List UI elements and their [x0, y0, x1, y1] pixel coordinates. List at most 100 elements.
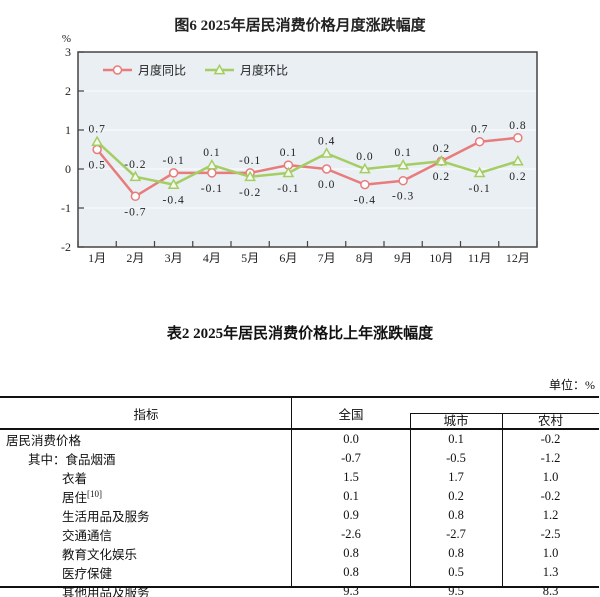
x-axis-month-label: 1月 — [88, 251, 106, 265]
row-value-rural: 1.3 — [542, 565, 559, 579]
table-vertical-divider-national — [410, 413, 411, 586]
table-row: 其他用品及服务 9.3 9.5 8.3 — [0, 582, 599, 597]
plot-area-background — [78, 52, 537, 247]
data-label-above: -0.1 — [163, 155, 185, 167]
x-axis-month-label: 2月 — [126, 251, 144, 265]
row-indicator: 居民消费价格 — [6, 434, 82, 448]
data-point-marker-yoy — [360, 179, 370, 190]
table-row: 生活用品及服务 0.9 0.8 1.2 — [0, 506, 599, 525]
row-value-national: 0.0 — [343, 432, 359, 446]
row-value-national: -0.7 — [341, 451, 361, 465]
legend-marker-triangle — [213, 63, 226, 75]
row-indicator: 教育文化娱乐 — [62, 548, 138, 562]
legend-label-yoy: 月度同比 — [138, 63, 186, 78]
row-value-urban: 0.8 — [448, 546, 464, 560]
data-label-above: 0.1 — [203, 147, 220, 159]
row-indicator: 交通通信 — [62, 529, 113, 543]
row-value-national: 0.8 — [343, 565, 359, 579]
data-point-marker-mom — [282, 166, 295, 178]
chart-title: 图6 2025年居民消费价格月度涨跌幅度 — [174, 16, 426, 34]
subheader-top-border — [410, 413, 599, 414]
row-value-rural: 1.0 — [542, 546, 559, 560]
data-point-marker-yoy — [398, 175, 408, 186]
row-value-national: 0.8 — [343, 546, 359, 560]
data-label-above: 0.8 — [509, 120, 526, 132]
x-axis-month-label: 10月 — [429, 251, 453, 265]
data-point-marker-mom — [167, 178, 180, 189]
data-point-marker-yoy — [207, 168, 217, 178]
data-label-below: 0.2 — [433, 171, 450, 183]
column-header-indicator: 指标 — [133, 408, 159, 422]
table-row: 医疗保健 0.8 0.5 1.3 — [0, 563, 599, 582]
row-value-urban: 9.5 — [448, 584, 464, 597]
column-header-national: 全国 — [338, 408, 364, 422]
table-vertical-divider-indicator — [291, 398, 292, 586]
row-indicator: 居住[10] — [62, 488, 103, 505]
data-label-below: -0.1 — [469, 183, 491, 195]
row-value-urban: 0.2 — [448, 489, 464, 503]
series-line-mom — [96, 140, 519, 186]
x-axis-month-label: 5月 — [241, 251, 259, 265]
cpi-monthly-line-chart-svg: 图6 2025年居民消费价格月度涨跌幅度%3 2 1 0 -1 -2 1月 2月 3月 4月 5月 6… — [61, 16, 538, 265]
data-label-above: 0.0 — [356, 151, 373, 163]
data-point-marker-yoy — [474, 136, 485, 147]
row-value-rural: 8.3 — [542, 584, 559, 597]
data-point-marker-yoy — [92, 144, 102, 155]
data-point-marker-mom — [358, 162, 371, 174]
row-value-rural: 1.0 — [542, 470, 559, 484]
row-value-national: 9.3 — [343, 584, 359, 597]
x-axis-month-label: 6月 — [279, 251, 297, 265]
table-title: 表2 2025年居民消费价格比上年涨跌幅度 — [166, 326, 434, 342]
data-point-marker-mom — [320, 147, 333, 158]
column-header-urban: 城市 — [443, 414, 469, 428]
data-label-above: 0.7 — [88, 124, 105, 136]
data-point-marker-mom — [205, 158, 218, 170]
table-row: 居住[10] 0.1 0.2 -0.2 — [0, 487, 599, 506]
row-indicator: 其他用品及服务 — [62, 586, 150, 597]
data-label-above: 0.4 — [318, 135, 335, 147]
row-indicator: 生活用品及服务 — [62, 510, 150, 524]
row-value-national: -2.6 — [341, 527, 361, 541]
data-point-marker-mom — [397, 158, 410, 170]
row-value-rural: -2.5 — [540, 527, 561, 541]
row-value-urban: -0.5 — [446, 451, 466, 465]
data-label-below: -0.1 — [277, 183, 299, 195]
table-row: 教育文化娱乐 0.8 0.8 1.0 — [0, 544, 599, 563]
row-indicator: 衣着 — [62, 472, 88, 486]
row-value-rural: -0.2 — [540, 489, 561, 503]
x-axis-month-label: 7月 — [318, 251, 336, 265]
cpi-comparison-table: 指标 全国 城市 农村 居民消费价格 0.0 0.1 -0.2 其中：食品烟酒 -0.7 -… — [0, 396, 599, 597]
data-label-above: -0.2 — [124, 159, 146, 171]
data-label-above: 0.1 — [394, 147, 411, 159]
data-label-above: 0.2 — [433, 143, 450, 155]
y-axis-tick-label: 2 — [65, 84, 71, 98]
table-header: 指标 全国 城市 农村 — [0, 398, 599, 430]
row-value-national: 0.9 — [343, 508, 359, 522]
row-indicator: 医疗保健 — [62, 567, 113, 581]
data-label-below: -0.3 — [392, 191, 414, 203]
row-value-rural: 1.2 — [542, 508, 559, 522]
row-value-urban: -2.7 — [446, 527, 466, 541]
data-label-below: -0.4 — [163, 195, 185, 207]
x-axis-month-label: 9月 — [394, 251, 412, 265]
y-axis-tick-label: 3 — [65, 45, 71, 59]
data-point-marker-mom — [244, 170, 257, 182]
table-row: 居民消费价格 0.0 0.1 -0.2 — [0, 430, 599, 449]
x-axis-month-label: 4月 — [203, 251, 221, 265]
column-header-rural: 农村 — [537, 414, 563, 428]
data-point-marker-mom — [129, 170, 142, 182]
legend-label-mom: 月度环比 — [240, 63, 288, 78]
y-axis-unit-label: % — [62, 33, 71, 45]
data-label-below: -0.1 — [201, 183, 223, 195]
row-value-urban: 0.8 — [448, 508, 464, 522]
data-point-marker-mom — [435, 155, 448, 166]
row-value-urban: 1.7 — [448, 470, 464, 484]
data-label-below: -0.2 — [239, 187, 261, 199]
x-axis-month-label: 11月 — [468, 251, 492, 265]
data-point-marker-yoy — [168, 168, 179, 178]
data-label-below: -0.7 — [124, 206, 146, 218]
row-value-rural: -1.2 — [540, 451, 561, 465]
data-label-above: 0.7 — [471, 124, 488, 136]
y-axis-tick-label: 1 — [65, 123, 71, 137]
